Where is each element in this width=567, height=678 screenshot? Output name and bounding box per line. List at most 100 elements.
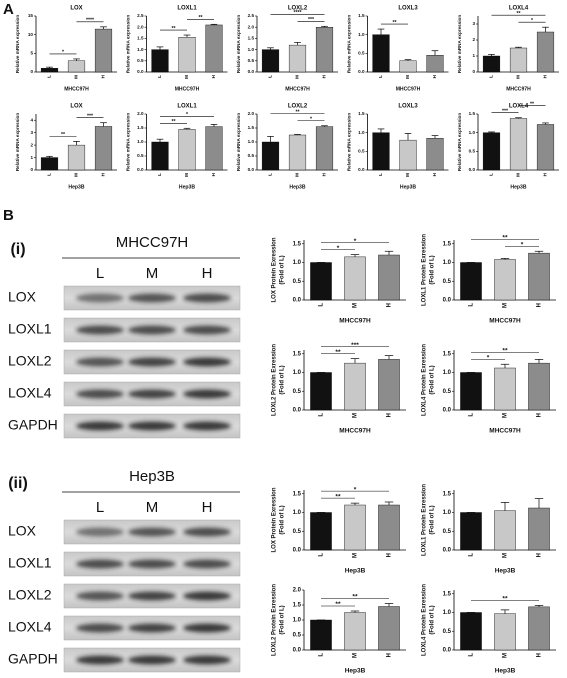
x-tick-label: L bbox=[319, 413, 325, 417]
y-tick-label: 0.0 bbox=[293, 548, 302, 554]
y-tick-label: 0.5 bbox=[443, 389, 452, 395]
x-tick-label: H bbox=[101, 74, 106, 78]
x-tick-label: H bbox=[432, 172, 437, 176]
x-axis-label: Hep3B bbox=[495, 668, 516, 675]
significance-label: * bbox=[62, 50, 65, 56]
bar bbox=[315, 27, 334, 73]
panel-label: B bbox=[3, 207, 14, 224]
bar bbox=[67, 144, 86, 171]
y-tick-label: 1.0 bbox=[137, 139, 144, 144]
y-tick-label: 2.0 bbox=[248, 24, 255, 29]
x-tick-label: M bbox=[74, 75, 79, 79]
y-tick-label: 1.5 bbox=[443, 591, 452, 597]
bar bbox=[399, 60, 417, 73]
bar bbox=[494, 510, 516, 551]
y-axis-label: LOXL2 Protein Exression bbox=[272, 344, 278, 416]
y-tick-label: 1.5 bbox=[443, 351, 452, 357]
x-axis-label: Hep3B bbox=[400, 184, 416, 190]
x-tick-label: M bbox=[74, 173, 79, 177]
bar bbox=[288, 134, 307, 171]
x-tick-label: H bbox=[322, 172, 327, 176]
y-axis-label: Relative mRNA expression bbox=[236, 15, 241, 73]
significance-label: * bbox=[521, 241, 524, 248]
y-tick-label: 0.5 bbox=[137, 153, 144, 158]
y-tick-label: 0.0 bbox=[248, 69, 255, 74]
panel-label: A bbox=[3, 1, 14, 18]
y-tick-label: 1.5 bbox=[358, 13, 365, 18]
band bbox=[183, 421, 231, 431]
bar bbox=[399, 139, 417, 171]
cell-line-label: MHCC97H bbox=[116, 234, 189, 251]
x-tick-label: M bbox=[353, 653, 359, 658]
protein-label: LOX bbox=[8, 523, 37, 539]
y-tick-label: 0.0 bbox=[248, 167, 255, 172]
y-axis-label: LOX Protein Exression bbox=[272, 237, 278, 302]
y-tick-label: 10 bbox=[28, 32, 34, 37]
bar bbox=[378, 504, 400, 551]
y-axis-label: Relative mRNA expression bbox=[126, 15, 131, 73]
significance-label: ** bbox=[530, 102, 535, 108]
bar bbox=[178, 129, 196, 171]
protein-label: LOX bbox=[8, 289, 37, 305]
y-tick-label: 1.0 bbox=[293, 510, 302, 516]
protein-label: LOXL4 bbox=[8, 619, 52, 635]
x-axis-label: Hep3B bbox=[495, 568, 516, 575]
x-tick-label: M bbox=[353, 553, 359, 558]
x-tick-label: L bbox=[319, 553, 325, 557]
lane-label: H bbox=[202, 499, 213, 516]
band bbox=[128, 421, 176, 431]
x-axis-label: Hep3B bbox=[289, 184, 305, 190]
x-tick-label: H bbox=[387, 653, 393, 657]
band bbox=[76, 293, 124, 303]
y-axis-label: LOX Protein Exression bbox=[272, 487, 278, 552]
bar bbox=[151, 49, 169, 73]
band bbox=[183, 591, 231, 601]
x-tick-label: L bbox=[489, 75, 494, 78]
y-axis-label: Relative mRNA expression bbox=[347, 15, 352, 73]
bar bbox=[205, 24, 223, 73]
significance-label: * bbox=[186, 112, 189, 118]
y-tick-label: 0.0 bbox=[443, 648, 452, 654]
y-tick-label: 0.5 bbox=[443, 279, 452, 285]
x-tick-label: H bbox=[387, 413, 393, 417]
y-axis-label: (Fold of L) bbox=[280, 255, 286, 284]
y-tick-label: 2.0 bbox=[293, 588, 302, 594]
y-tick-label: 0.0 bbox=[469, 167, 476, 172]
bar bbox=[509, 118, 528, 171]
y-tick-label: 0.5 bbox=[293, 389, 302, 395]
significance-label: **** bbox=[86, 18, 95, 24]
bar bbox=[528, 252, 550, 301]
x-axis-label: MHCC97H bbox=[489, 318, 521, 325]
x-tick-label: H bbox=[537, 413, 543, 417]
significance-label: *** bbox=[87, 113, 94, 119]
x-tick-label: M bbox=[405, 173, 410, 177]
bar bbox=[460, 612, 482, 651]
lane-label: L bbox=[96, 265, 104, 282]
significance-label: ** bbox=[392, 20, 397, 26]
x-axis-label: MHCC97H bbox=[506, 86, 531, 92]
bar bbox=[372, 132, 390, 171]
significance-label: ** bbox=[335, 493, 341, 500]
x-tick-label: L bbox=[319, 303, 325, 307]
y-tick-label: 1.5 bbox=[293, 241, 302, 247]
chart-title: LOX bbox=[70, 104, 82, 110]
x-tick-label: M bbox=[405, 75, 410, 79]
x-tick-label: M bbox=[295, 75, 300, 79]
protein-label: LOXL2 bbox=[8, 353, 52, 369]
x-tick-label: L bbox=[378, 173, 383, 176]
protein-label: LOXL4 bbox=[8, 385, 52, 401]
significance-label: * bbox=[531, 18, 534, 24]
band bbox=[183, 293, 231, 303]
significance-label: ** bbox=[171, 119, 176, 125]
bar bbox=[378, 254, 400, 301]
y-tick-label: 0.5 bbox=[293, 279, 302, 285]
band bbox=[76, 559, 124, 569]
bar bbox=[528, 362, 550, 411]
x-tick-label: M bbox=[516, 75, 521, 79]
bar bbox=[494, 613, 516, 651]
bar bbox=[310, 512, 332, 551]
cell-line-label: Hep3B bbox=[129, 468, 175, 485]
y-axis-label: (Fold of L) bbox=[430, 365, 436, 394]
y-tick-label: 2 bbox=[30, 142, 33, 147]
lane-label: H bbox=[202, 265, 213, 282]
